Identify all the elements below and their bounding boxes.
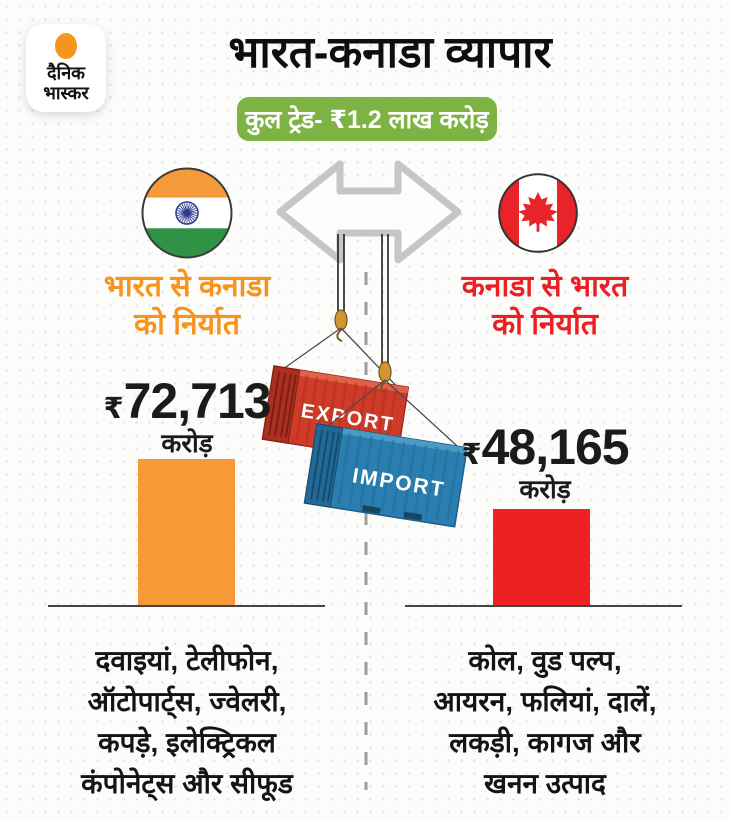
canada-export-items-line2: आयरन, फलियां, दालें, [433,686,657,718]
trade-arrows-icon [276,160,462,264]
logo-text-line2: भास्कर [43,82,89,103]
india-exports-unit: करोड़ [161,428,213,458]
crane-hook-left-icon [334,309,348,342]
india-export-items-line3: कपड़े, इलेक्ट्रिकल [98,727,276,759]
india-exports-heading-line1: भारत से कनाडा [103,270,271,303]
right-axis-baseline [405,605,682,607]
canada-exports-heading-line2: को निर्यात [492,307,598,341]
india-exports-heading: भारत से कनाडा को निर्यात [58,268,316,343]
canada-exports-unit: करोड़ [519,474,571,504]
rupee-symbol: ₹ [461,439,482,471]
crane-cable-left-icon [337,234,345,314]
india-export-items-line4: कंपोनेट्स और सीफूड [81,768,293,800]
canada-export-items-line1: कोल, वुड पल्प, [468,645,622,676]
india-exports-bar [138,459,235,606]
india-exports-amount: 72,713 [123,373,272,429]
canada-flag-icon [498,173,578,253]
india-export-items-line1: दवाइयां, टेलीफोन, [95,645,279,676]
india-export-items: दवाइयां, टेलीफोन, ऑटोपार्ट्स, ज्वेलरी, क… [30,640,344,805]
canada-export-items-line3: लकड़ी, कागज और [449,727,641,759]
india-export-items-line2: ऑटोपार्ट्स, ज्वेलरी, [87,686,287,718]
left-axis-baseline [48,605,325,607]
rupee-symbol: ₹ [103,393,124,425]
india-exports-value: ₹72,713 [58,376,316,426]
canada-exports-value: ₹48,165 [416,422,674,472]
crane-hook-right-icon [378,361,392,394]
page-title: भारत-कनाडा व्यापार [228,28,552,77]
logo-text-line1: दैनिक [46,63,86,83]
dainik-bhaskar-logo: दैनिक भास्कर [26,24,106,112]
canada-exports-bar [493,509,590,606]
canada-export-items-line4: खनन उत्पाद [484,768,606,800]
india-flag-icon [141,167,233,259]
canada-export-items: कोल, वुड पल्प, आयरन, फलियां, दालें, लकड़… [388,640,702,805]
canada-exports-amount: 48,165 [481,419,630,475]
canada-exports-heading: कनाडा से भारत को निर्यात [416,268,674,343]
canada-exports-heading-line1: कनाडा से भारत [461,270,629,303]
crane-cable-right-icon [381,234,389,366]
total-trade-badge: कुल ट्रेड- ₹1.2 लाख करोड़ [237,97,497,141]
sun-icon [55,33,77,59]
india-exports-heading-line2: को निर्यात [134,307,240,341]
